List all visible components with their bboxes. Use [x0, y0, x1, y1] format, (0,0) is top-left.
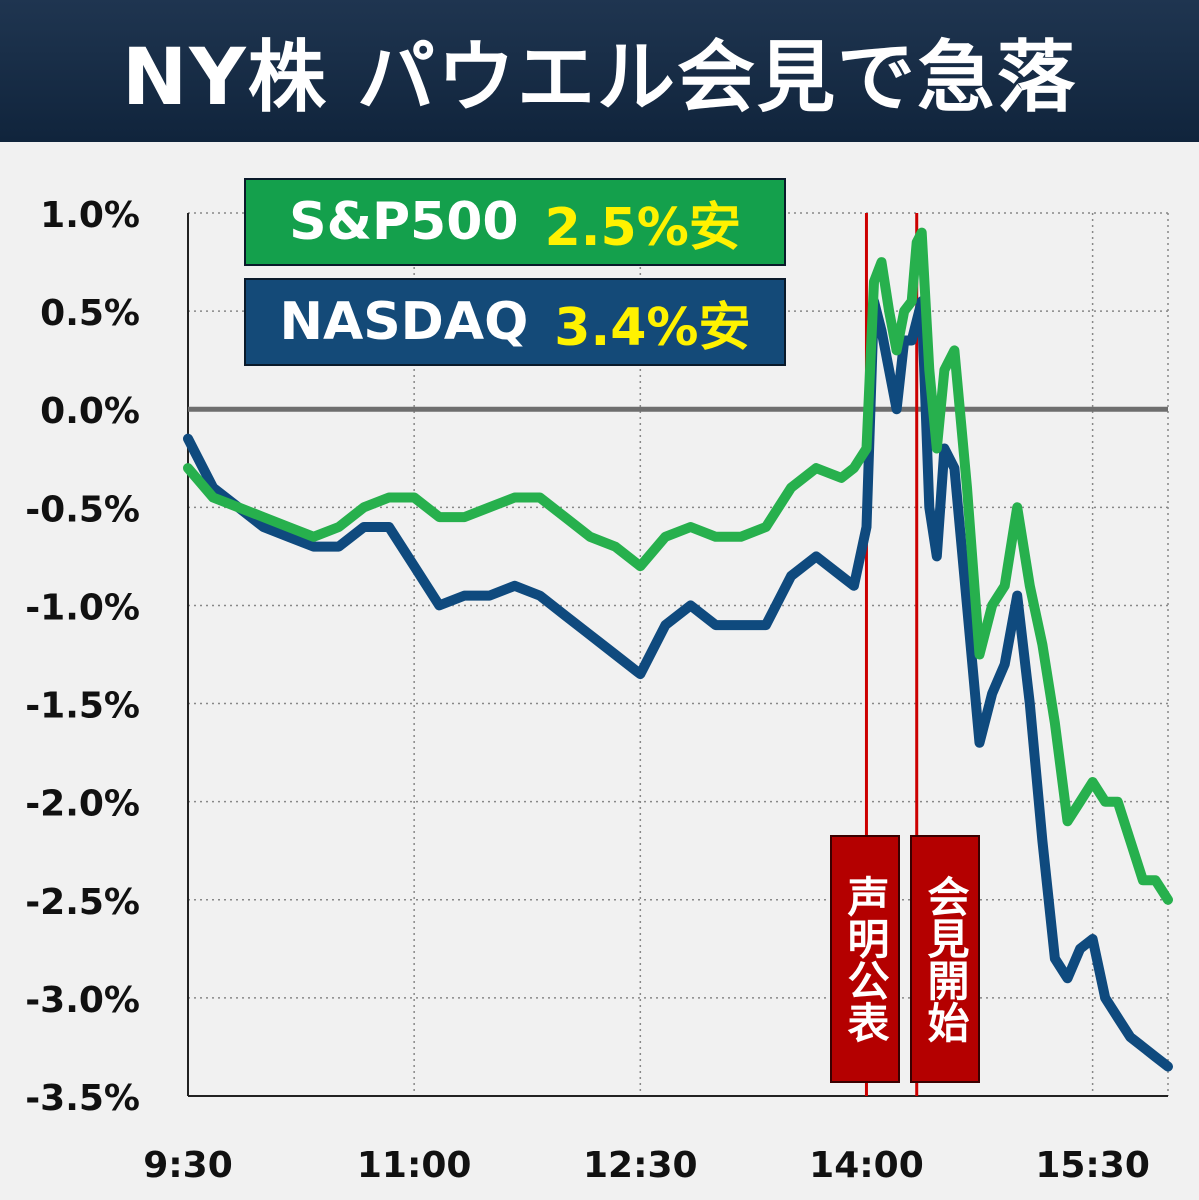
title-bar — [0, 0, 1199, 142]
x-axis: 9:30 11:00 12:30 14:00 15:30 — [143, 1145, 1150, 1186]
legend-nasdaq-name: NASDAQ — [279, 292, 529, 352]
legend-nasdaq: NASDAQ 3.4%安 — [244, 278, 786, 366]
y-axis: 1.0% 0.5% 0.0% -0.5% -1.0% -1.5% -2.0% -2.5% -3.… — [25, 195, 140, 1119]
x-tick-label: 11:00 — [357, 1145, 472, 1186]
x-tick-label: 15:30 — [1035, 1145, 1150, 1186]
y-tick-label: -2.0% — [25, 784, 140, 825]
series-line-nasdaq — [183, 296, 1173, 1072]
legend-sp500: S&P500 2.5%安 — [244, 178, 786, 266]
legend-nasdaq-change: 3.4%安 — [554, 297, 751, 358]
y-tick-label: -2.5% — [25, 882, 140, 923]
y-tick-label: -3.0% — [25, 980, 140, 1021]
y-tick-label: -0.5% — [25, 489, 140, 530]
page-title: NY株 パウエル会見で急落 — [122, 33, 1077, 123]
y-tick-label: 0.0% — [40, 391, 140, 432]
event-label-press-conference: 会見開始 — [910, 835, 980, 1083]
y-tick-label: -1.0% — [25, 587, 140, 628]
legend-sp500-name: S&P500 — [289, 192, 519, 252]
x-tick-label: 14:00 — [809, 1145, 924, 1186]
series-lines — [183, 227, 1173, 1072]
event-label-statement: 声明公表 — [830, 835, 900, 1083]
y-tick-label: 0.5% — [40, 293, 140, 334]
y-tick-label: 1.0% — [40, 195, 140, 236]
x-tick-label: 9:30 — [143, 1145, 233, 1186]
legend-sp500-change: 2.5%安 — [544, 197, 741, 258]
series-line-sp500 — [183, 227, 1173, 905]
x-tick-label: 12:30 — [583, 1145, 698, 1186]
y-tick-label: -1.5% — [25, 686, 140, 727]
y-tick-label: -3.5% — [25, 1078, 140, 1119]
